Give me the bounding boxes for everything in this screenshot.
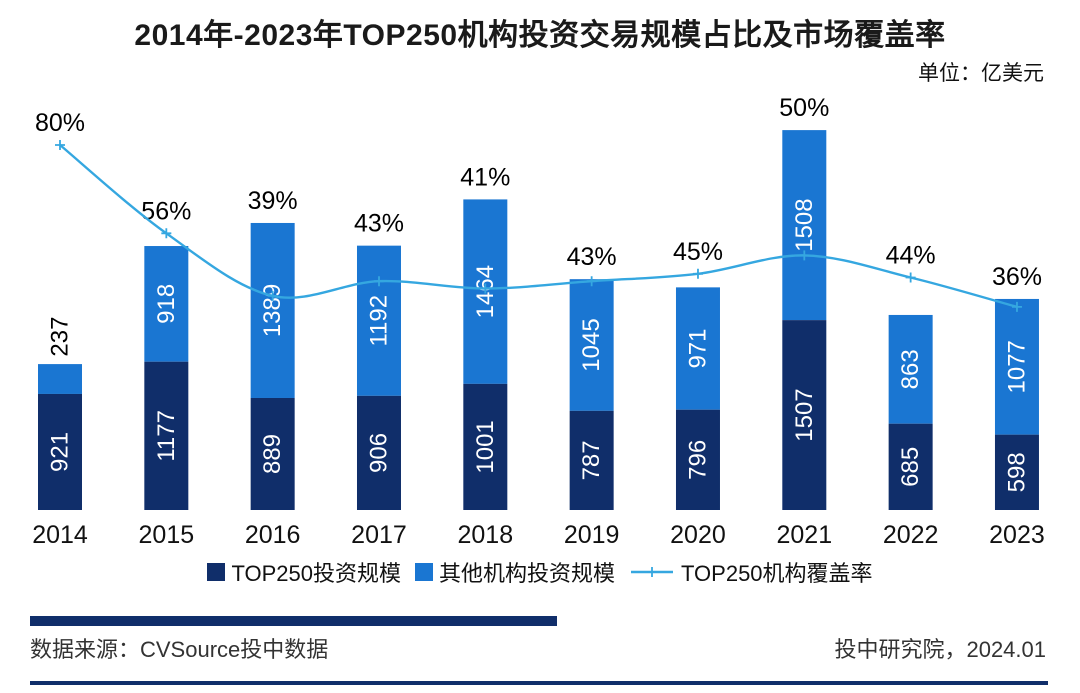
coverage-marker bbox=[373, 276, 384, 287]
legend-item-other: 其他机构投资规模 bbox=[414, 556, 615, 588]
coverage-percent-label: 43% bbox=[567, 243, 617, 271]
bar-segment-top250 bbox=[144, 361, 189, 510]
legend-item-top250: TOP250投资规模 bbox=[207, 556, 401, 588]
coverage-marker bbox=[905, 272, 916, 283]
bar-segment-top250 bbox=[463, 383, 508, 510]
publisher-text: 投中研究院，2024.01 bbox=[834, 637, 1046, 662]
chart-title: 2014年-2023年TOP250机构投资交易规模占比及市场覆盖率 bbox=[134, 19, 946, 52]
bar-segment-top250 bbox=[994, 434, 1039, 510]
bar-value-label: 237 bbox=[47, 317, 74, 357]
x-axis-label: 2019 bbox=[564, 521, 620, 549]
x-axis-label: 2020 bbox=[670, 521, 726, 549]
bar-value-label: 1508 bbox=[791, 198, 818, 251]
coverage-marker bbox=[55, 140, 65, 150]
bar-segment-other bbox=[144, 246, 189, 362]
coverage-marker bbox=[586, 276, 597, 287]
bar-value-label: 971 bbox=[684, 329, 711, 369]
x-axis-label: 2015 bbox=[139, 521, 195, 549]
bar-segment-top250 bbox=[38, 393, 82, 510]
bar-value-label: 1507 bbox=[791, 388, 818, 441]
bar-value-label: 796 bbox=[684, 440, 711, 480]
bar-segment-top250 bbox=[888, 423, 933, 510]
coverage-marker bbox=[267, 290, 278, 301]
coverage-marker bbox=[480, 283, 491, 294]
legend-label-coverage: TOP250机构覆盖率 bbox=[681, 561, 873, 586]
bar-value-label: 889 bbox=[259, 434, 286, 474]
legend-swatch-top250 bbox=[207, 563, 226, 581]
legend-item-coverage: TOP250机构覆盖率 bbox=[629, 556, 873, 588]
x-axis-label: 2021 bbox=[776, 521, 832, 549]
bar-value-label: 685 bbox=[897, 447, 924, 487]
coverage-percent-label: 50% bbox=[779, 94, 829, 122]
bar-value-label: 906 bbox=[365, 433, 392, 473]
bar-segment-other bbox=[250, 222, 295, 398]
footer-accent-bar bbox=[30, 616, 557, 626]
coverage-percent-label: 80% bbox=[35, 109, 85, 137]
bar-value-label: 1045 bbox=[578, 318, 605, 371]
bar-value-label: 1192 bbox=[365, 295, 392, 347]
coverage-marker bbox=[799, 250, 810, 261]
coverage-percent-label: 44% bbox=[886, 241, 936, 269]
bar-segment-other bbox=[569, 279, 614, 411]
chart-plot: 921237201480%1177918201556%8891389201639… bbox=[32, 94, 1045, 549]
bar-segment-top250 bbox=[782, 320, 827, 510]
coverage-marker bbox=[692, 268, 703, 279]
x-axis-label: 2023 bbox=[989, 521, 1045, 549]
bar-segment-top250 bbox=[675, 409, 720, 510]
bar-segment-other bbox=[782, 130, 827, 321]
legend-swatch-other bbox=[414, 563, 433, 581]
legend-label-top250: TOP250投资规模 bbox=[231, 561, 401, 586]
bar-segment-other bbox=[888, 314, 933, 424]
bar-value-label: 921 bbox=[47, 432, 74, 472]
x-axis-label: 2018 bbox=[458, 521, 514, 549]
coverage-line bbox=[59, 144, 1018, 309]
bar-segment-other bbox=[675, 287, 720, 410]
footer: 数据来源：CVSource投中数据 投中研究院，2024.01 bbox=[30, 632, 1046, 664]
coverage-line-swatch-icon bbox=[631, 567, 673, 577]
x-axis-label: 2017 bbox=[351, 521, 407, 549]
coverage-percent-label: 41% bbox=[460, 163, 510, 191]
bar-value-label: 598 bbox=[1003, 452, 1030, 492]
legend-label-other: 其他机构投资规模 bbox=[438, 561, 615, 586]
bar-value-label: 1077 bbox=[1003, 340, 1030, 393]
bar-value-label: 918 bbox=[153, 284, 180, 324]
data-source-text: 数据来源：CVSource投中数据 bbox=[30, 637, 329, 662]
bar-value-label: 863 bbox=[897, 349, 924, 389]
coverage-percent-label: 36% bbox=[992, 263, 1042, 291]
bar-segment-top250 bbox=[356, 395, 401, 510]
x-axis-label: 2014 bbox=[32, 521, 88, 549]
x-axis-label: 2022 bbox=[883, 521, 939, 549]
bar-segment-other bbox=[994, 298, 1039, 435]
bar-segment-other bbox=[38, 364, 82, 394]
coverage-percent-label: 39% bbox=[248, 187, 298, 215]
bar-segment-top250 bbox=[569, 410, 614, 510]
bar-value-label: 1001 bbox=[472, 420, 499, 473]
coverage-percent-label: 43% bbox=[354, 210, 404, 238]
unit-label: 单位：亿美元 bbox=[918, 62, 1044, 85]
bar-segment-other bbox=[356, 245, 401, 396]
coverage-percent-label: 45% bbox=[673, 238, 723, 266]
coverage-marker bbox=[161, 228, 172, 239]
bar-value-label: 787 bbox=[578, 440, 605, 480]
legend: TOP250投资规模 其他机构投资规模 TOP250机构覆盖率 bbox=[0, 556, 1080, 588]
bar-segment-top250 bbox=[250, 397, 295, 510]
bottom-rule bbox=[30, 681, 1048, 685]
coverage-marker bbox=[1011, 301, 1022, 312]
bar-value-label: 1177 bbox=[153, 410, 180, 462]
x-axis-label: 2016 bbox=[245, 521, 301, 549]
